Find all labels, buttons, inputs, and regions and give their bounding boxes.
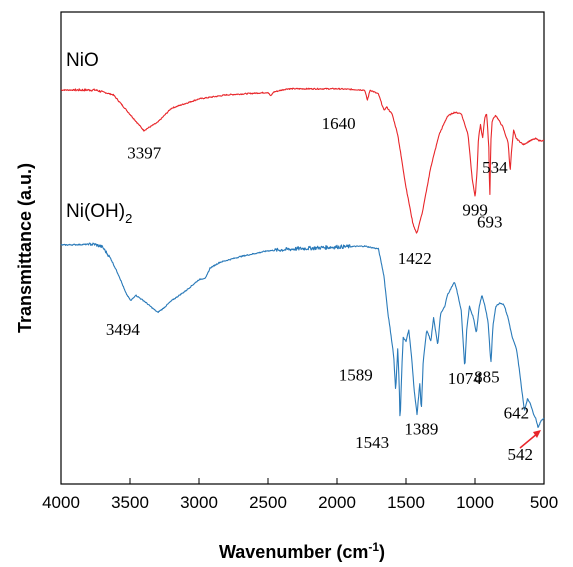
y-axis-label: Transmittance (a.u.) <box>15 163 35 333</box>
peak-label: 534 <box>482 158 508 177</box>
peak-label: 999 <box>462 200 488 219</box>
series-layer <box>60 87 545 428</box>
x-tick-label: 3500 <box>111 493 149 512</box>
x-tick-label: 2500 <box>249 493 287 512</box>
peak-label: 1074 <box>448 369 483 388</box>
x-axis-label: Wavenumber (cm-1) <box>219 540 385 562</box>
annotation-arrowhead <box>533 430 541 438</box>
peak-label: 1389 <box>404 420 438 439</box>
plot-frame <box>60 11 545 485</box>
x-axis-label-end: ) <box>379 542 385 562</box>
x-tick-label: 1000 <box>456 493 494 512</box>
peak-label: 642 <box>504 404 530 423</box>
series-label-nioh2: Ni(OH)2 <box>66 201 132 226</box>
peak-label: 1543 <box>355 433 389 452</box>
peak-label: 3494 <box>106 320 141 339</box>
peak-label: 1640 <box>322 114 356 133</box>
x-axis-ticks: 4000 3500 3000 2500 2000 1500 1000 500 <box>42 478 558 512</box>
annotation-arrow <box>519 432 539 449</box>
x-tick-label: 4000 <box>42 493 80 512</box>
peak-label: 1589 <box>339 366 373 385</box>
series-label-nio: NiO <box>66 50 99 71</box>
peak-label: 885 <box>474 367 500 386</box>
series-label-nioh2-sub: 2 <box>125 211 132 226</box>
x-tick-label: 3000 <box>180 493 218 512</box>
x-tick-label: 500 <box>530 493 558 512</box>
x-tick-label: 1500 <box>387 493 425 512</box>
x-axis-label-sup: -1 <box>368 540 379 554</box>
series-line-nioh2 <box>60 242 545 428</box>
peak-label: 3397 <box>127 143 162 162</box>
peak-label: 693 <box>477 212 503 231</box>
x-tick-label: 2000 <box>318 493 356 512</box>
series-label-nioh2-main: Ni(OH) <box>66 201 125 222</box>
peak-label: 542 <box>507 445 533 464</box>
series-line-nio <box>60 87 545 234</box>
x-axis-label-main: Wavenumber (cm <box>219 542 368 562</box>
peak-label: 1422 <box>398 249 432 268</box>
